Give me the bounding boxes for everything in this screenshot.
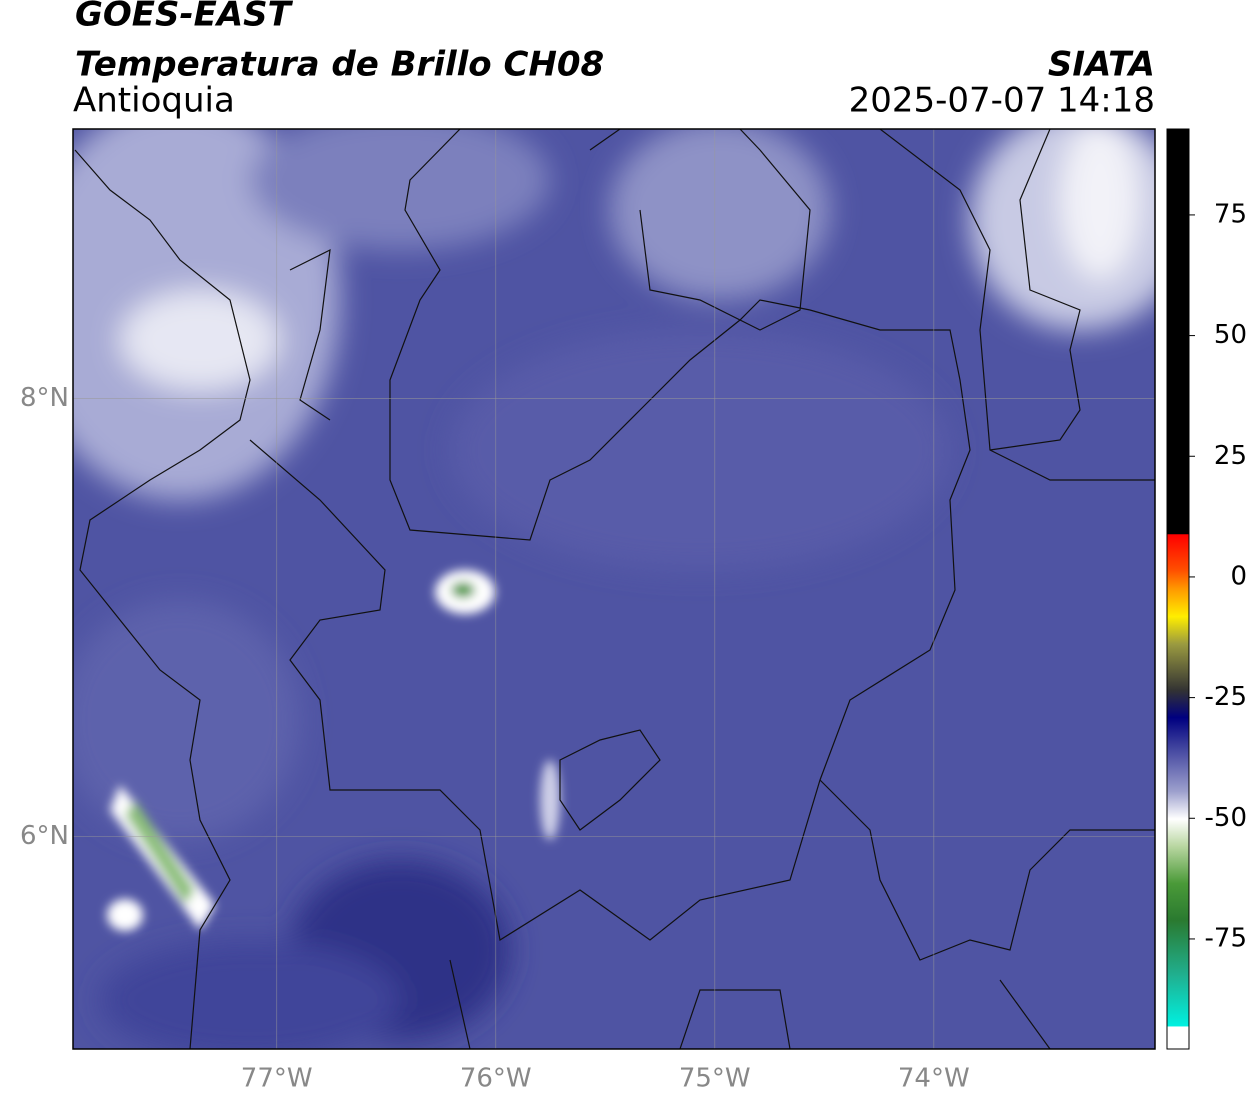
x-tick-label: 76°W — [460, 1064, 532, 1094]
colorbar-tick-label: 75 — [1214, 199, 1247, 229]
y-tick-label: 8°N — [20, 383, 69, 413]
colorbar-tick-label: 25 — [1214, 441, 1247, 471]
datetime: 2025-07-07 14:18 — [849, 81, 1155, 121]
y-tick-label: 6°N — [20, 821, 69, 851]
graticule — [73, 129, 1155, 1049]
colorbar-tick-label: 0 — [1230, 561, 1247, 591]
colorbar-tick-label: -25 — [1205, 682, 1247, 712]
title: GOES-EAST — [75, 0, 294, 35]
colorbar-tick-label: 50 — [1214, 320, 1247, 350]
map-frame — [72, 128, 1156, 1050]
map-image — [73, 129, 1155, 1049]
region: Antioquia — [73, 81, 235, 121]
colorbar-tick-label: -75 — [1205, 923, 1247, 953]
x-tick-label: 75°W — [679, 1064, 751, 1094]
x-tick-label: 74°W — [898, 1064, 970, 1094]
colorbar — [1166, 128, 1190, 1050]
x-tick-label: 77°W — [241, 1064, 313, 1094]
colorbar-tick-label: -50 — [1205, 803, 1247, 833]
subtitle: Temperatura de Brillo CH08 — [75, 45, 604, 85]
agency: SIATA — [1048, 45, 1155, 85]
borders — [74, 129, 1155, 1049]
